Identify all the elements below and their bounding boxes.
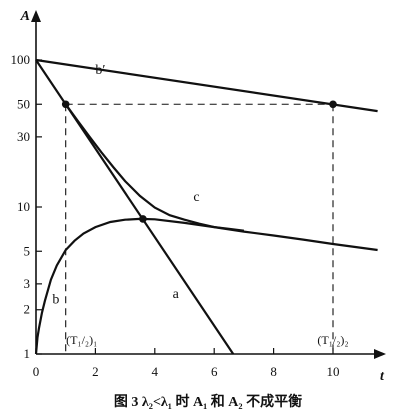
data-point-0 (61, 100, 70, 109)
y-tick-label-50: 50 (17, 96, 30, 111)
x-tick-label-4: 4 (152, 364, 159, 379)
x-tick-label-8: 8 (270, 364, 277, 379)
data-point-1 (329, 100, 337, 109)
axes (31, 10, 386, 359)
data-point-2 (139, 215, 147, 223)
curves: b′ a b c (34, 58, 378, 355)
series-line-b-prime (35, 58, 378, 113)
half-life-label-1: (T₁/₂)₁ (66, 333, 97, 347)
text-labels: A t 图 3 λ₂<λ₁ 时 A₁ 和 A₂ 不成平衡 (20, 9, 385, 410)
series-label-c: c (193, 190, 199, 205)
y-axis-title: A (20, 9, 30, 24)
series-label-b: b (52, 293, 59, 308)
x-tick-label-0: 0 (33, 364, 40, 379)
half-life-label-2: (T₁/₂)₂ (317, 333, 348, 347)
y-axis-arrow (31, 10, 41, 22)
dashed-guides (65, 103, 334, 354)
x-tick-label-10: 10 (327, 364, 340, 379)
series-label-a: a (173, 287, 180, 302)
series-label-b-prime: b′ (95, 63, 105, 78)
x-tick-label-6: 6 (211, 364, 218, 379)
y-tick-label-100: 100 (11, 52, 31, 67)
x-axis-arrow (374, 349, 386, 359)
y-tick-label-5: 5 (24, 243, 31, 258)
series-line-c (64, 103, 245, 232)
y-tick-label-1: 1 (24, 346, 31, 361)
y-tick-label-3: 3 (24, 276, 31, 291)
figure-caption: 图 3 λ₂<λ₁ 时 A₁ 和 A₂ 不成平衡 (114, 393, 302, 410)
x-axis-title: t (380, 369, 385, 384)
y-tick-label-30: 30 (17, 129, 30, 144)
series-line-b (34, 217, 378, 355)
y-tick-label-2: 2 (24, 302, 31, 317)
marked-points (61, 100, 337, 223)
y-tick-label-10: 10 (17, 199, 30, 214)
x-tick-label-2: 2 (92, 364, 99, 379)
